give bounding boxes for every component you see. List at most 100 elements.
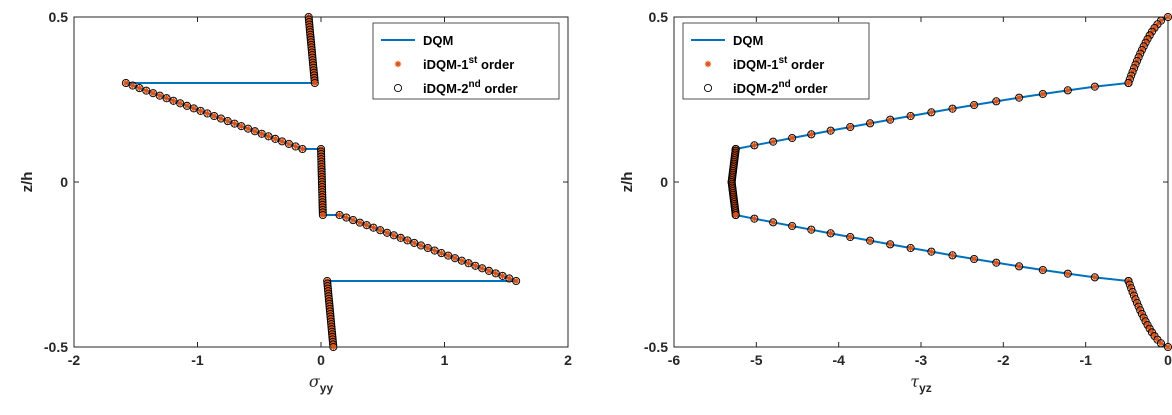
- idqm1-point: [788, 134, 796, 142]
- idqm1-point: [827, 127, 834, 134]
- idqm1-point: [499, 272, 506, 280]
- idqm1-point: [1091, 83, 1099, 90]
- idqm1-point: [928, 248, 935, 255]
- idqm2-point: [478, 264, 487, 273]
- idqm2-point: [1090, 273, 1099, 282]
- idqm2-point: [1090, 82, 1099, 91]
- idqm2-point: [992, 258, 1001, 267]
- idqm2-point: [162, 94, 171, 103]
- idqm2-point: [886, 240, 895, 249]
- idqm2-point: [807, 225, 816, 234]
- idqm1-point: [244, 125, 252, 132]
- idqm1-point: [122, 79, 130, 87]
- legend-circle-icon: [393, 83, 403, 93]
- idqm1-point: [1151, 332, 1158, 340]
- idqm2-point: [1038, 89, 1047, 99]
- idqm2-point: [121, 78, 130, 88]
- idqm1-point: [993, 98, 1000, 105]
- idqm1-point: [970, 255, 978, 263]
- idqm1-point: [183, 102, 191, 110]
- idqm2-point: [866, 236, 875, 245]
- idqm2-point: [182, 101, 192, 110]
- series-markers: [121, 12, 521, 352]
- legend-star-icon: [394, 60, 402, 68]
- idqm2-point: [846, 122, 855, 132]
- idqm1-point: [788, 222, 796, 230]
- idqm1-point: [485, 267, 493, 275]
- x-tick-label: -2: [997, 352, 1010, 368]
- idqm2-point: [1156, 339, 1166, 348]
- idqm1-point: [1157, 340, 1165, 347]
- idqm1-point: [1148, 28, 1156, 35]
- x-tick-label: -3: [915, 352, 928, 368]
- idqm1-point: [197, 107, 204, 115]
- idqm1-point: [465, 260, 472, 267]
- idqm1-point: [285, 140, 293, 148]
- legend: DQM iDQM-1st order iDQM-2nd order: [682, 22, 870, 100]
- idqm1-point: [769, 138, 777, 145]
- idqm2-point: [142, 86, 151, 95]
- idqm2-point: [807, 130, 816, 139]
- idqm1-point: [1164, 343, 1172, 351]
- idqm2-point: [278, 137, 287, 146]
- idqm1-point: [472, 262, 479, 269]
- idqm2-point: [491, 269, 500, 278]
- x-tick-label: 2: [564, 352, 572, 368]
- idqm1-point: [231, 120, 238, 127]
- y-tick-label: -0.5: [44, 339, 68, 355]
- idqm1-point: [143, 87, 150, 94]
- idqm1-point: [451, 254, 459, 262]
- idqm1-point: [847, 233, 854, 241]
- x-tick-label: 0: [1164, 352, 1172, 368]
- idqm1-point: [417, 242, 425, 249]
- idqm1-point: [438, 249, 445, 257]
- y-tick-label: -0.5: [644, 339, 668, 355]
- idqm1-point: [1140, 314, 1147, 321]
- idqm1-point: [506, 275, 513, 282]
- idqm2-point: [329, 342, 338, 352]
- idqm1-point: [847, 123, 854, 131]
- legend-entry-label: iDQM-2nd order: [423, 79, 518, 96]
- idqm1-point: [949, 105, 956, 112]
- idqm2-point: [906, 243, 915, 253]
- idqm1-point: [370, 224, 377, 231]
- idqm2-point: [423, 243, 432, 253]
- idqm1-point: [1064, 87, 1072, 94]
- idqm1-point: [190, 105, 197, 112]
- idqm1-point: [1144, 321, 1151, 329]
- idqm1-point: [177, 100, 184, 107]
- idqm1-point: [1154, 336, 1161, 343]
- idqm2-point: [471, 261, 480, 270]
- idqm1-point: [343, 214, 350, 221]
- idqm1-point: [1164, 13, 1172, 21]
- idqm2-point: [250, 127, 259, 136]
- legend-entry-label: DQM: [733, 33, 763, 48]
- idqm2-point: [1063, 86, 1072, 95]
- idqm1-point: [1151, 24, 1158, 32]
- idqm1-point: [299, 145, 306, 153]
- idqm2-point: [189, 104, 198, 113]
- legend-circle-icon: [703, 83, 713, 93]
- legend-entry-label: iDQM-2nd order: [733, 79, 828, 96]
- idqm1-point: [1142, 39, 1149, 46]
- y-axis-label: z/h: [19, 172, 36, 193]
- x-tick-label: 0: [317, 352, 325, 368]
- idqm2-point: [135, 84, 144, 93]
- x-tick-label: -6: [668, 352, 681, 368]
- x-tick-label: -5: [750, 352, 763, 368]
- x-tick-label: -1: [1079, 352, 1092, 368]
- idqm2-point: [155, 91, 164, 100]
- idqm1-point: [278, 138, 286, 145]
- idqm1-point: [1039, 90, 1047, 98]
- idqm1-point: [390, 232, 398, 239]
- idqm1-point: [458, 257, 465, 264]
- idqm2-point: [769, 137, 778, 146]
- idqm1-point: [136, 84, 143, 92]
- idqm1-point: [1064, 270, 1072, 277]
- idqm1-point: [404, 237, 411, 244]
- legend-box: [372, 22, 560, 100]
- idqm1-point: [251, 128, 259, 135]
- idqm1-point: [377, 227, 384, 234]
- idqm1-point: [129, 82, 136, 89]
